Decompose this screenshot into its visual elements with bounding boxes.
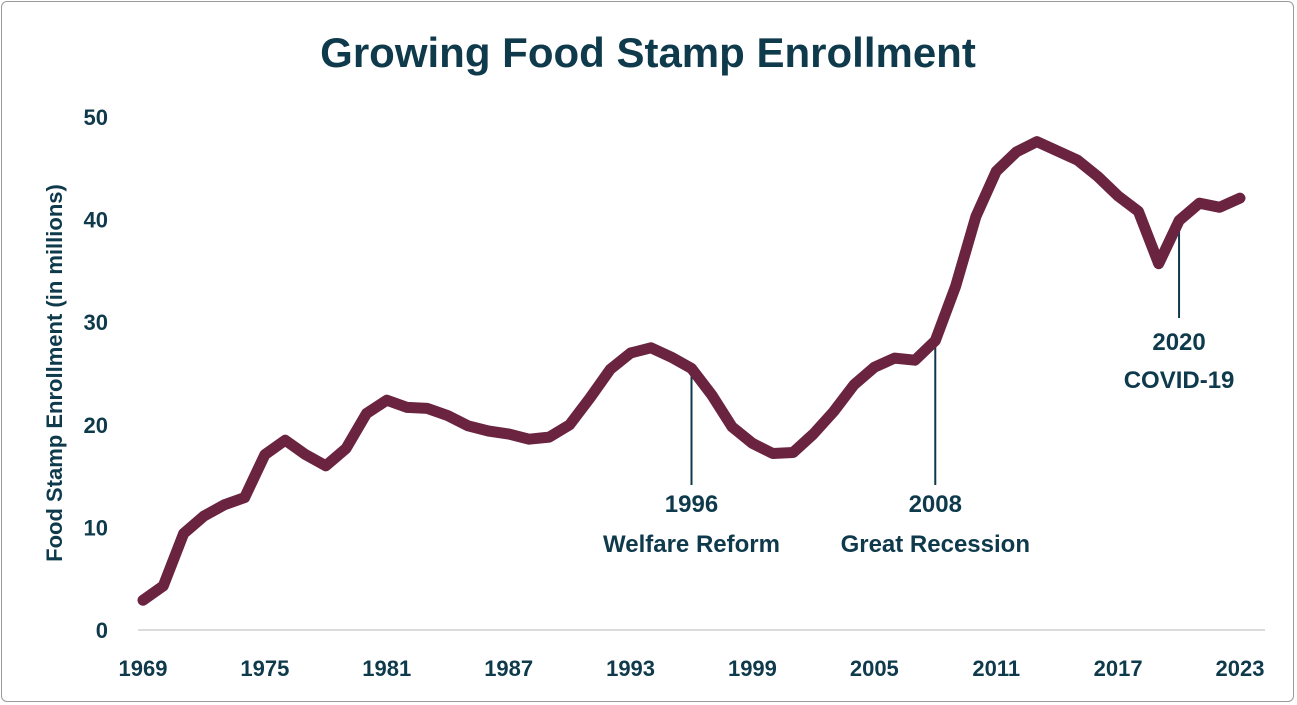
data-point <box>1015 150 1018 153</box>
data-point <box>182 532 185 535</box>
data-point <box>243 496 246 499</box>
x-tick-label: 2005 <box>850 656 899 681</box>
data-point <box>324 464 327 467</box>
annotation-label: 2008 <box>909 491 962 518</box>
data-point <box>284 439 287 442</box>
data-point <box>223 503 226 506</box>
y-tick-label: 30 <box>84 310 108 335</box>
annotation-label: Great Recession <box>841 531 1030 558</box>
data-point <box>548 436 551 439</box>
x-tick-label: 1969 <box>119 656 168 681</box>
data-point <box>751 442 754 445</box>
data-point <box>954 285 957 288</box>
data-point <box>609 368 612 371</box>
data-point <box>527 438 530 441</box>
y-axis-label: Food Stamp Enrollment (in millions) <box>42 184 67 562</box>
x-tick-label: 2017 <box>1094 656 1143 681</box>
data-point <box>406 406 409 409</box>
data-point <box>487 429 490 432</box>
data-point <box>1198 202 1201 205</box>
data-point <box>507 433 510 436</box>
y-tick-label: 10 <box>84 515 108 540</box>
x-tick-label: 1993 <box>606 656 655 681</box>
data-point <box>467 424 470 427</box>
data-point <box>304 453 307 456</box>
data-point <box>1157 262 1160 265</box>
data-point <box>345 447 348 450</box>
data-point <box>263 453 266 456</box>
data-point <box>690 367 693 370</box>
data-point <box>853 383 856 386</box>
data-point <box>873 366 876 369</box>
data-point <box>995 170 998 173</box>
x-tick-label: 1987 <box>484 656 533 681</box>
data-point <box>670 356 673 359</box>
annotation-label: COVID-19 <box>1124 367 1235 394</box>
data-point <box>629 351 632 354</box>
data-point <box>1178 219 1181 222</box>
annotation-label: Welfare Reform <box>603 531 780 558</box>
chart-title: Growing Food Stamp Enrollment <box>320 29 976 76</box>
annotation-label: 1996 <box>665 491 718 518</box>
data-point <box>426 407 429 410</box>
data-point <box>1076 159 1079 162</box>
data-point <box>913 359 916 362</box>
x-tick-label: 1999 <box>728 656 777 681</box>
y-tick-label: 0 <box>96 618 108 643</box>
data-point <box>1137 210 1140 213</box>
data-point <box>710 394 713 397</box>
x-tick-label: 1981 <box>362 656 411 681</box>
data-point <box>974 215 977 218</box>
data-point <box>142 599 144 602</box>
data-point <box>934 339 937 342</box>
data-point <box>832 410 835 413</box>
data-point <box>1056 149 1059 152</box>
data-point <box>1218 206 1221 209</box>
data-point <box>385 399 388 402</box>
x-tick-label: 1975 <box>240 656 289 681</box>
data-point <box>568 423 571 426</box>
annotation-label: 2020 <box>1152 329 1205 356</box>
data-point <box>649 346 652 349</box>
data-point <box>365 412 368 415</box>
data-point <box>812 433 815 436</box>
data-point <box>162 584 165 587</box>
data-point <box>588 397 591 400</box>
y-tick-label: 40 <box>84 208 108 233</box>
data-point <box>731 425 734 428</box>
x-tick-label: 2011 <box>972 656 1020 681</box>
data-point <box>1035 140 1038 143</box>
data-point <box>1117 195 1120 198</box>
y-tick-label: 50 <box>84 105 108 130</box>
data-point <box>1239 197 1241 200</box>
data-point <box>1096 175 1099 178</box>
x-tick-label: 2023 <box>1216 656 1265 681</box>
y-tick-label: 20 <box>84 413 108 438</box>
data-point <box>771 452 774 455</box>
data-point <box>446 414 449 417</box>
data-point <box>792 451 795 454</box>
data-point <box>202 515 205 518</box>
data-point <box>893 357 896 360</box>
